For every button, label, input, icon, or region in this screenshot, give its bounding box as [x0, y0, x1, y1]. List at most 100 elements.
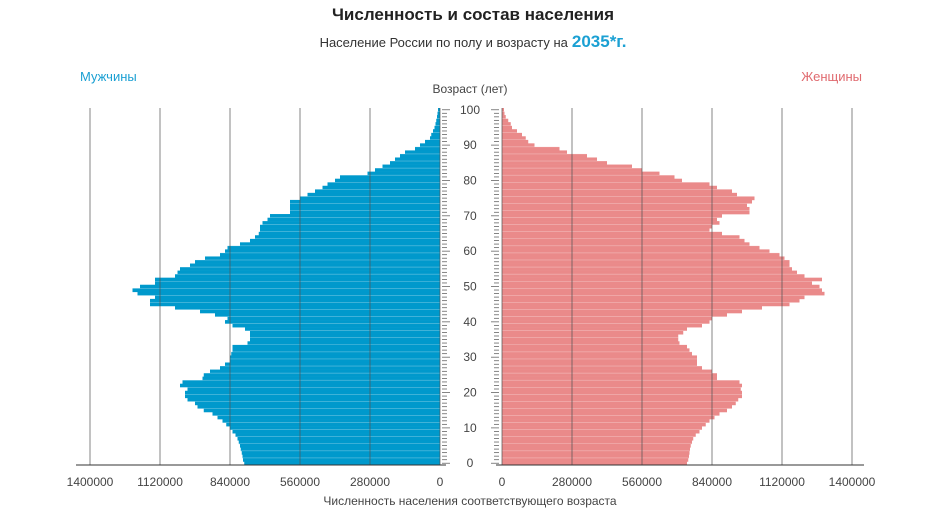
chart-title: Численность и состав населения	[331, 5, 615, 24]
bar-female	[502, 309, 742, 314]
x-tick-label-male: 1400000	[67, 475, 114, 489]
bar-male	[230, 426, 440, 430]
bar-male	[433, 129, 440, 134]
bar-female	[502, 411, 720, 416]
bar-female	[502, 122, 511, 126]
bar-female	[502, 313, 727, 317]
bar-male	[226, 422, 440, 427]
bar-female	[502, 164, 632, 169]
bar-male	[245, 327, 440, 331]
bar-male	[227, 245, 440, 250]
bar-female	[502, 383, 742, 388]
bar-male	[205, 256, 440, 261]
bar-female	[502, 111, 505, 116]
bar-female	[502, 178, 682, 183]
bar-female	[502, 337, 679, 342]
bar-male	[431, 132, 440, 137]
bar-male	[237, 436, 440, 441]
bar-male	[217, 415, 440, 420]
bar-male	[232, 348, 440, 353]
legend-male[interactable]: Мужчины	[80, 69, 137, 84]
bar-male	[390, 161, 440, 165]
bar-female	[502, 419, 710, 423]
bar-male	[425, 139, 440, 144]
bar-male	[437, 115, 440, 119]
bar-female	[502, 281, 812, 286]
age-tick-label: 100	[460, 103, 480, 117]
bar-male	[203, 408, 440, 413]
bar-female	[502, 288, 822, 293]
bar-female	[502, 115, 506, 119]
bar-female	[502, 196, 755, 201]
bar-male	[436, 118, 440, 123]
bar-female	[502, 295, 805, 300]
bar-male	[225, 320, 440, 324]
bar-male	[258, 231, 440, 236]
bar-female	[502, 284, 820, 289]
bar-male	[250, 337, 440, 342]
bar-female	[502, 132, 522, 137]
bar-female	[502, 334, 679, 339]
bar-male	[255, 235, 440, 240]
bar-female	[502, 291, 825, 296]
bar-male	[290, 206, 440, 211]
bar-female	[502, 408, 727, 413]
bar-female	[502, 267, 792, 271]
bar-female	[502, 323, 702, 328]
bar-female	[502, 157, 597, 162]
bar-male	[247, 341, 440, 346]
bar-female	[502, 224, 712, 229]
age-tick-label: 70	[463, 209, 477, 223]
bar-male	[430, 136, 440, 141]
bar-female	[502, 461, 687, 466]
bar-male	[244, 461, 440, 466]
bar-female	[502, 366, 702, 370]
bar-female	[502, 447, 690, 452]
bar-male	[225, 249, 440, 254]
bar-male	[197, 404, 440, 409]
bar-male	[260, 228, 440, 233]
bar-male	[220, 252, 440, 257]
bar-female	[502, 185, 717, 190]
bar-female	[502, 231, 722, 236]
bar-male	[185, 390, 440, 395]
bar-female	[502, 143, 535, 148]
bar-female	[502, 139, 529, 144]
subtitle-year: 2035*г.	[571, 32, 627, 51]
bar-female	[502, 348, 690, 353]
x-tick-label-female: 840000	[692, 475, 732, 489]
bar-female	[502, 450, 690, 455]
bar-male	[243, 457, 440, 462]
bar-male	[140, 284, 440, 289]
bar-female	[502, 376, 717, 381]
bar-male	[250, 334, 440, 339]
legend-female[interactable]: Женщины	[801, 69, 862, 84]
bar-female	[502, 270, 797, 275]
bar-male	[327, 182, 440, 187]
bar-female	[502, 153, 587, 158]
bar-male	[132, 288, 440, 293]
x-tick-label-male: 0	[437, 475, 444, 489]
bar-female	[502, 454, 689, 459]
bar-male	[250, 330, 440, 335]
bar-male	[212, 411, 440, 416]
bar-male	[395, 157, 440, 162]
bar-female	[502, 401, 736, 406]
bar-female	[502, 305, 762, 310]
bar-male	[240, 447, 440, 452]
bar-male	[150, 302, 440, 307]
bar-male	[155, 295, 440, 300]
bar-male	[225, 362, 440, 367]
age-tick-label: 60	[463, 244, 477, 258]
x-axis-title: Численность населения соответствующего в…	[323, 494, 617, 508]
bar-male	[137, 291, 440, 296]
bar-female	[502, 341, 680, 346]
bar-female	[502, 259, 790, 264]
bar-female	[502, 263, 790, 268]
bar-female	[502, 274, 805, 278]
bar-female	[502, 415, 715, 420]
bar-female	[502, 175, 675, 179]
bar-male	[240, 242, 440, 247]
age-tick-label: 50	[463, 280, 477, 294]
